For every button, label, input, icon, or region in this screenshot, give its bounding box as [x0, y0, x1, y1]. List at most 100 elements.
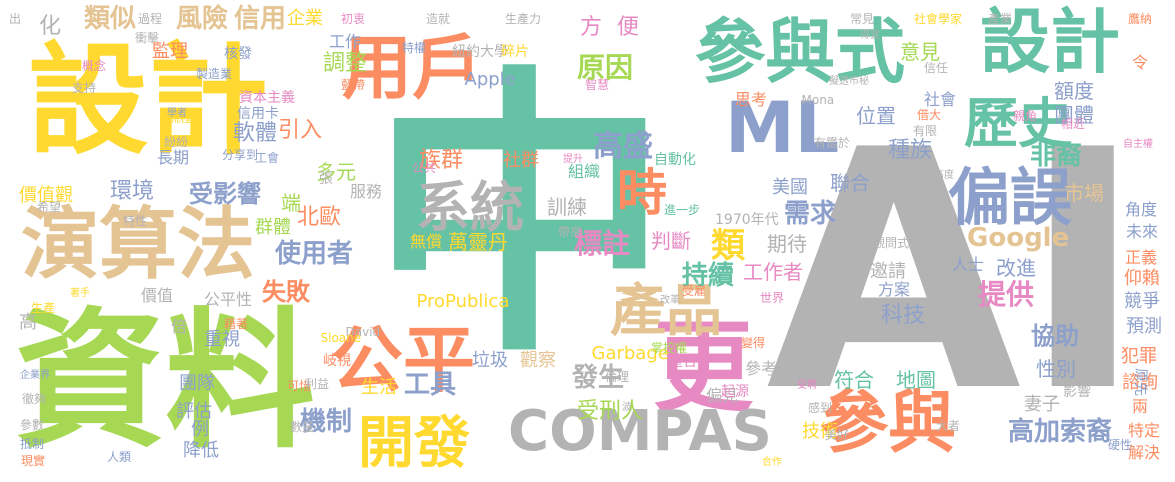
cloud-word: 重合 [669, 354, 697, 370]
cloud-word: 帶來 [558, 225, 583, 239]
cloud-word: 北歐 [297, 205, 342, 230]
cloud-word: 非裔 [1030, 141, 1083, 171]
cloud-word: 調整 [323, 51, 368, 76]
cloud-word: 高盛 [593, 129, 653, 164]
cloud-word: 藉著 [224, 317, 249, 331]
cloud-word: 需求 [784, 199, 837, 229]
cloud-word: 產業 [988, 12, 1013, 26]
cloud-word: 符合 [834, 368, 874, 392]
cloud-word: 人士 [952, 255, 985, 274]
cloud-word: 科技 [881, 303, 926, 328]
cloud-word: 自主權 [1123, 139, 1153, 150]
cloud-word: 提升 [563, 154, 583, 165]
cloud-word: 演算法 [21, 200, 256, 290]
cloud-word: 分享到 [222, 148, 259, 162]
cloud-word: 起源 [721, 384, 749, 400]
cloud-word: 團隊 [179, 373, 215, 394]
cloud-word: 聯合 [830, 171, 870, 195]
cloud-word: 受刑人 [577, 399, 644, 424]
cloud-word: 生活 [361, 377, 397, 398]
cloud-word: 參與式 [695, 11, 905, 93]
cloud-word: 鷹納 [1128, 12, 1153, 26]
cloud-word: 流程 [168, 111, 193, 125]
cloud-word: 工會 [255, 151, 280, 165]
cloud-word: 有鑑於 [814, 136, 851, 150]
cloud-word: 資本主義 [239, 90, 295, 106]
cloud-word: 世界 [760, 291, 785, 305]
cloud-word: 變得 [741, 336, 766, 350]
cloud-word: 族群 [419, 148, 464, 173]
cloud-word: 評估 [176, 401, 212, 422]
cloud-word: 失敗 [262, 278, 310, 306]
cloud-word: 公平性 [204, 290, 253, 309]
cloud-word: 抵制 [20, 437, 45, 451]
cloud-word: 令 [1132, 53, 1149, 72]
cloud-word: 重視 [204, 329, 240, 350]
cloud-word: 製造業 [196, 67, 233, 81]
cloud-word: 位置 [856, 104, 896, 128]
cloud-word: 機制 [300, 407, 353, 437]
cloud-word: 得宜 [860, 30, 880, 41]
cloud-word: 參數 [20, 418, 45, 432]
cloud-word: 邀請 [870, 261, 906, 282]
cloud-word: Apple [464, 69, 516, 90]
cloud-word: 開發 [358, 411, 470, 476]
cloud-word: 社會學家 [914, 12, 963, 26]
cloud-word: 大者 [936, 419, 961, 433]
cloud-word: 影響 [1063, 384, 1091, 400]
cloud-word: 初衷 [341, 12, 366, 26]
cloud-word: 常見 [850, 12, 875, 26]
cloud-word: 企業界 [20, 370, 50, 381]
cloud-word: ML [725, 87, 840, 169]
cloud-word: 掌控權 [651, 341, 688, 355]
cloud-word: 高 [19, 312, 37, 333]
cloud-word: 倫理 [605, 370, 630, 384]
cloud-word: 進一步 [664, 203, 701, 217]
cloud-word: 風險 [176, 4, 229, 34]
cloud-word: 標註 [574, 227, 631, 260]
cloud-word: 判斷 [651, 229, 691, 253]
cloud-word: 希望 [37, 200, 62, 214]
cloud-word: 方 [580, 15, 603, 40]
cloud-word: 角度 [1125, 200, 1158, 219]
cloud-word: 受聘 [797, 380, 817, 391]
cloud-word: 1970年代 [715, 212, 779, 228]
cloud-word: 改進 [996, 256, 1036, 280]
cloud-word: 現實 [21, 454, 46, 468]
cloud-word: 類 [711, 226, 745, 266]
cloud-word: 美國 [772, 177, 808, 198]
cloud-word: 高加索裔 [1008, 417, 1113, 447]
cloud-word: 紐約大學 [452, 44, 508, 60]
cloud-word: 改革 [660, 295, 680, 306]
cloud-word: 參與 [820, 384, 957, 463]
cloud-word: 降低 [183, 440, 219, 461]
cloud-word: 產品 [610, 279, 722, 344]
cloud-word: ProPublica [416, 291, 510, 312]
cloud-word: 用戶 [342, 27, 482, 109]
cloud-word: 工作者 [743, 260, 803, 284]
cloud-word: 中 [370, 43, 670, 392]
cloud-word: 例 [191, 419, 209, 440]
cloud-word: 美好 [825, 428, 850, 442]
cloud-word: 服務 [350, 182, 383, 201]
cloud-word: 核發 [224, 46, 252, 62]
cloud-word: 概念 [82, 59, 107, 73]
cloud-word: 特性 [123, 214, 148, 228]
cloud-word: 原先 [1132, 368, 1148, 396]
cloud-word: 信用 [234, 4, 287, 34]
cloud-word: 利益 [305, 377, 330, 391]
cloud-word: 設計 [980, 1, 1120, 83]
cloud-word: 公共 [412, 161, 437, 175]
cloud-word: 受雇 [682, 284, 707, 298]
cloud-word: 信任 [924, 61, 949, 75]
cloud-word: 造就 [426, 12, 451, 26]
cloud-word: 技術 [802, 421, 838, 442]
cloud-word: 化 [39, 14, 62, 39]
cloud-word: 仰賴 [1124, 268, 1160, 289]
cloud-word: 有限 [913, 124, 938, 138]
cloud-word: 額度 [1054, 79, 1094, 103]
cloud-word: 信用卡 [237, 106, 279, 122]
cloud-word: 受影響 [189, 180, 261, 208]
cloud-word: 歷史 [964, 92, 1072, 155]
cloud-word: 長期 [157, 148, 190, 167]
